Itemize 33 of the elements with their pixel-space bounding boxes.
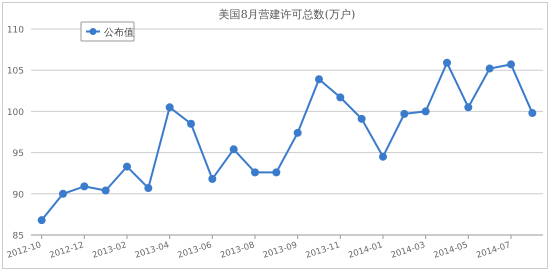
point xyxy=(251,168,259,176)
chart-title: 美国8月营建许可总数(万户) xyxy=(218,8,356,21)
point xyxy=(528,109,536,118)
point xyxy=(38,216,46,224)
point xyxy=(59,190,67,198)
y-tick-label: 110 xyxy=(6,26,24,36)
point xyxy=(379,152,387,161)
point xyxy=(507,60,515,68)
point xyxy=(315,75,323,84)
y-tick-label: 100 xyxy=(6,108,24,118)
point xyxy=(486,64,494,73)
point xyxy=(294,128,302,137)
point xyxy=(358,114,366,123)
y-tick-label: 105 xyxy=(6,66,24,77)
legend-label: 公布值 xyxy=(104,26,134,38)
point xyxy=(230,145,238,154)
point xyxy=(187,120,195,128)
point xyxy=(80,182,88,190)
point xyxy=(166,103,174,112)
point xyxy=(400,110,408,118)
point xyxy=(102,186,110,195)
point xyxy=(443,58,451,67)
y-tick-label: 95 xyxy=(12,149,24,160)
y-tick-label: 90 xyxy=(12,190,24,200)
point xyxy=(464,103,472,112)
point xyxy=(208,174,216,183)
point xyxy=(272,168,280,176)
legend: 公布值 xyxy=(80,22,134,42)
point xyxy=(144,184,152,192)
point xyxy=(123,162,131,171)
point xyxy=(422,107,430,116)
y-tick-label: 85 xyxy=(12,232,24,242)
point xyxy=(336,93,344,102)
